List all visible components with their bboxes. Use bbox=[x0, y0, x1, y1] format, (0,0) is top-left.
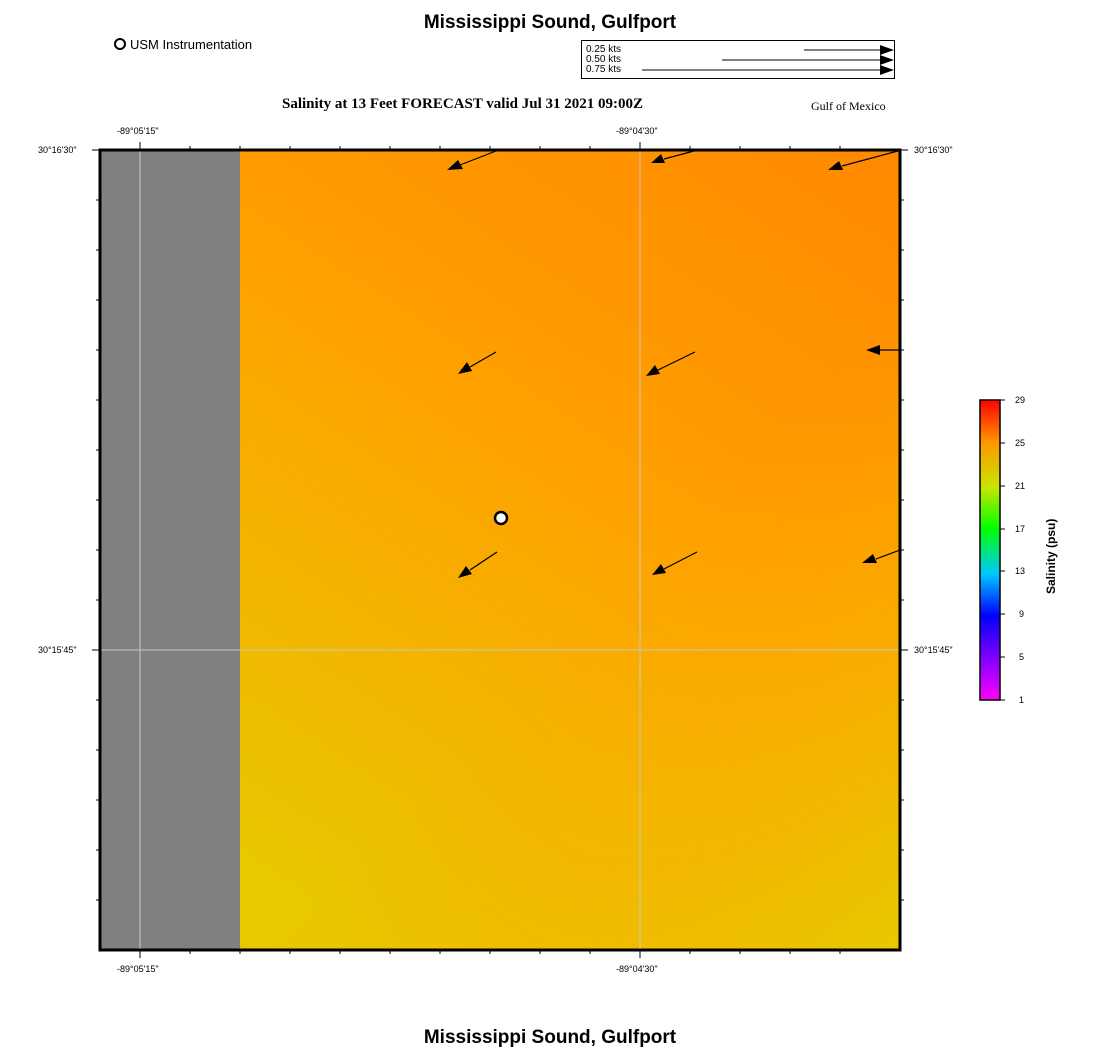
current-vector-icon bbox=[862, 549, 901, 563]
region-label: Gulf of Mexico bbox=[811, 99, 886, 113]
colorbar-tick-label: 21 bbox=[1015, 481, 1026, 491]
scale-row-label: 0.50 kts bbox=[586, 54, 622, 65]
salinity-colorbar bbox=[979, 399, 1001, 701]
colorbar-title: Salinity (psu) bbox=[1044, 518, 1058, 594]
frame-ticks bbox=[92, 142, 908, 958]
lat-tick-label: 30°16'30" bbox=[914, 145, 953, 155]
colorbar-tick-label: 17 bbox=[1015, 524, 1026, 534]
map-subtitle: Salinity at 13 Feet FORECAST valid Jul 3… bbox=[282, 96, 643, 112]
lon-tick-label: -89°05'15" bbox=[117, 964, 159, 974]
scale-arrow-icon bbox=[722, 55, 894, 65]
current-vector-icon bbox=[866, 345, 900, 355]
scale-arrow-icon bbox=[804, 45, 894, 55]
colorbar-tick-label: 29 bbox=[1015, 395, 1026, 405]
current-vector-icon bbox=[651, 150, 695, 163]
colorbar-tick-label: 25 bbox=[1015, 438, 1026, 448]
colorbar-tick-label: 13 bbox=[1015, 566, 1026, 576]
current-vector-icon bbox=[447, 150, 497, 170]
current-vector-icon bbox=[652, 551, 698, 575]
lat-tick-label: 30°15'45" bbox=[914, 645, 953, 655]
colorbar-ticks bbox=[1000, 399, 1005, 701]
current-scale-box: 0.25 kts 0.50 kts 0.75 kts bbox=[581, 40, 895, 79]
map-gridlines bbox=[100, 150, 900, 950]
lon-tick-label: -89°04'30" bbox=[616, 964, 658, 974]
scale-arrow-icon bbox=[642, 65, 894, 75]
current-vector-icon bbox=[458, 351, 497, 374]
current-vector-icon bbox=[828, 150, 899, 170]
scale-row-label: 0.25 kts bbox=[586, 44, 622, 55]
colorbar-tick-label: 5 bbox=[1019, 652, 1025, 662]
current-vector-icon bbox=[458, 551, 498, 578]
current-vector-icon bbox=[646, 351, 696, 376]
lat-tick-label: 30°16'30" bbox=[38, 145, 77, 155]
scale-row-label: 0.75 kts bbox=[586, 64, 622, 75]
usm-instrument-marker-icon[interactable] bbox=[493, 510, 509, 526]
colorbar-tick-label: 9 bbox=[1019, 609, 1025, 619]
land-area bbox=[100, 150, 240, 950]
lon-tick-label: -89°04'30" bbox=[616, 126, 658, 136]
map-title: Mississippi Sound, Gulfport bbox=[423, 12, 677, 33]
colorbar-tick-label: 1 bbox=[1019, 695, 1025, 705]
lon-tick-label: -89°05'15" bbox=[117, 126, 159, 136]
legend-label: USM Instrumentation bbox=[130, 37, 253, 52]
lat-tick-label: 30°15'45" bbox=[38, 645, 77, 655]
usm-marker-legend-icon bbox=[114, 38, 126, 50]
footer-title: Mississippi Sound, Gulfport bbox=[423, 1027, 677, 1048]
